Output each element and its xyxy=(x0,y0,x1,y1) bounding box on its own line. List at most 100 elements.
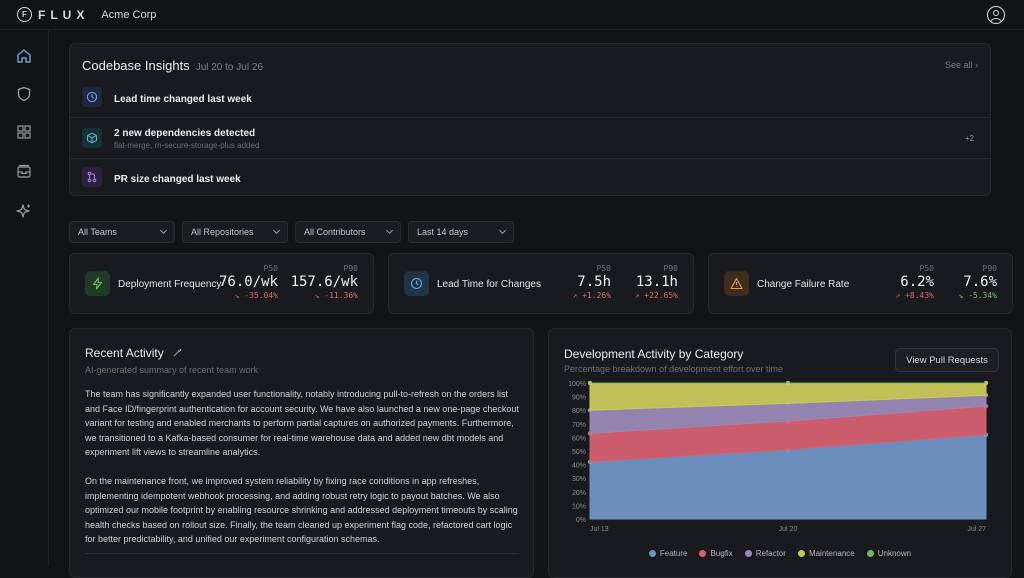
p90-delta-value: -5.34% xyxy=(968,291,997,300)
grid-icon[interactable] xyxy=(13,121,35,143)
insight-more-count[interactable]: +2 xyxy=(964,134,974,143)
warning-icon xyxy=(724,271,749,296)
insight-subtext: flat-merge, rn-secure-storage-plus added xyxy=(114,141,260,150)
see-all-link[interactable]: See all › xyxy=(944,60,978,70)
y-tick-label: 100% xyxy=(568,381,586,388)
y-tick-label: 30% xyxy=(572,476,586,483)
y-tick-label: 60% xyxy=(572,435,586,442)
org-name[interactable]: Acme Corp xyxy=(101,8,157,21)
legend-swatch xyxy=(866,550,874,557)
p50-delta: ↗ +8.43% xyxy=(895,291,934,300)
metric-name: Deployment Frequency xyxy=(118,279,222,290)
legend-item-refactor[interactable]: Refactor xyxy=(744,549,786,558)
metric-card-lead-time[interactable]: Lead Time for Changes P50 7.5h ↗ +1.26% … xyxy=(388,253,694,314)
repositories-filter-value: All Repositories xyxy=(191,227,254,237)
legend-item-maintenance[interactable]: Maintenance xyxy=(797,549,855,558)
y-tick-label: 90% xyxy=(572,395,586,402)
legend-item-bugfix[interactable]: Bugfix xyxy=(699,549,733,558)
p50-label: P50 xyxy=(919,264,934,273)
y-tick-label: 20% xyxy=(572,490,586,497)
metric-card-deployment-frequency[interactable]: Deployment Frequency P50 76.0/wk ↘ -35.0… xyxy=(69,253,374,314)
view-pull-requests-button[interactable]: View Pull Requests xyxy=(895,348,999,372)
chevron-down-icon xyxy=(159,226,168,235)
x-tick-label: Jul 27 xyxy=(967,526,986,533)
clock-icon xyxy=(82,87,102,107)
insight-row[interactable]: PR size changed last week xyxy=(70,158,990,196)
p90-delta: ↘ -5.34% xyxy=(958,291,997,300)
p90-delta-value: -11.36% xyxy=(324,291,358,300)
insight-text: PR size changed last week xyxy=(114,174,241,185)
insight-text: 2 new dependencies detected xyxy=(114,128,256,139)
logo[interactable]: F FLUX xyxy=(17,7,89,22)
chart-legend: Feature Bugfix Refactor Maintenance Unknown xyxy=(549,549,1011,558)
legend-swatch xyxy=(744,550,752,557)
legend-swatch xyxy=(699,550,707,557)
clock-icon xyxy=(404,271,429,296)
metric-name: Lead Time for Changes xyxy=(437,279,541,290)
sparkle-icon[interactable] xyxy=(13,200,35,222)
metric-p50: P50 6.2% ↗ +8.43% xyxy=(895,264,934,300)
p50-delta-value: -35.04% xyxy=(244,291,278,300)
top-bar: F FLUX Acme Corp xyxy=(0,0,1024,30)
legend-label: Unknown xyxy=(877,549,912,558)
p50-value: 6.2% xyxy=(900,274,934,290)
legend-item-feature[interactable]: Feature xyxy=(648,549,687,558)
p90-value: 157.6/wk xyxy=(290,274,358,290)
metric-p50: P50 76.0/wk ↘ -35.04% xyxy=(219,264,278,300)
p90-label: P90 xyxy=(343,264,358,273)
insight-row[interactable]: 2 new dependencies detected flat-merge, … xyxy=(70,117,990,158)
legend-swatch xyxy=(797,550,805,557)
bolt-icon xyxy=(85,271,110,296)
git-pr-icon xyxy=(82,167,102,187)
p90-value: 13.1h xyxy=(635,274,678,290)
metric-card-change-failure-rate[interactable]: Change Failure Rate P50 6.2% ↗ +8.43% P9… xyxy=(708,253,1013,314)
insight-row[interactable]: Lead time changed last week xyxy=(70,79,990,117)
development-activity-chart: 0% 10% 20% 30% 40% 50% 60% 70% 80% 90% 100% Jul 13 J… xyxy=(568,380,989,533)
teams-filter[interactable]: All Teams xyxy=(69,221,175,243)
p50-delta-value: +1.26% xyxy=(582,291,611,300)
legend-label: Maintenance xyxy=(808,549,855,558)
repositories-filter[interactable]: All Repositories xyxy=(182,221,288,243)
recent-activity-title: Recent Activity xyxy=(85,346,164,360)
p90-value: 7.6% xyxy=(963,274,997,290)
legend-item-unknown[interactable]: Unknown xyxy=(866,549,912,558)
sidebar xyxy=(0,30,49,566)
summary-paragraph: The team has significantly expanded user… xyxy=(85,389,519,457)
brand-name: FLUX xyxy=(38,7,90,22)
p90-label: P90 xyxy=(663,264,678,273)
date-range-filter-value: Last 14 days xyxy=(417,227,469,237)
x-tick-label: Jul 13 xyxy=(590,526,609,533)
flux-logo-icon: F xyxy=(17,7,32,22)
codebase-insights-card: Codebase Insights Jul 20 to Jul 26 See a… xyxy=(69,43,991,196)
home-icon[interactable] xyxy=(13,45,35,67)
inbox-icon[interactable] xyxy=(13,160,35,182)
insight-text: Lead time changed last week xyxy=(114,94,252,105)
metric-name: Change Failure Rate xyxy=(757,279,850,290)
chart-title: Development Activity by Category xyxy=(564,347,744,361)
y-tick-label: 40% xyxy=(572,463,586,470)
metric-p90: P90 13.1h ↗ +22.65% xyxy=(635,264,678,300)
cube-icon xyxy=(82,128,102,148)
legend-label: Bugfix xyxy=(710,549,733,558)
y-tick-label: 80% xyxy=(572,408,586,415)
p90-delta: ↘ -11.36% xyxy=(314,291,358,300)
date-range-filter[interactable]: Last 14 days xyxy=(408,221,514,243)
user-circle-icon[interactable] xyxy=(987,6,1005,24)
legend-swatch xyxy=(648,550,656,557)
p50-delta-value: +8.43% xyxy=(905,291,934,300)
development-activity-card: Development Activity by Category Percent… xyxy=(548,328,1012,578)
insights-title: Codebase Insights xyxy=(82,58,190,73)
p50-delta: ↘ -35.04% xyxy=(234,291,278,300)
y-tick-label: 0% xyxy=(576,517,586,524)
recent-activity-subtitle: AI-generated summary of recent team work xyxy=(85,365,259,375)
p90-label: P90 xyxy=(982,264,997,273)
contributors-filter[interactable]: All Contributors xyxy=(295,221,401,243)
metric-p50: P50 7.5h ↗ +1.26% xyxy=(572,264,611,300)
contributors-filter-value: All Contributors xyxy=(304,227,366,237)
chart-subtitle: Percentage breakdown of development effo… xyxy=(564,364,783,374)
main-content: Codebase Insights Jul 20 to Jul 26 See a… xyxy=(49,30,1024,578)
shield-icon[interactable] xyxy=(13,83,35,105)
recent-activity-heading: Recent Activity xyxy=(85,346,182,360)
legend-label: Refactor xyxy=(755,549,786,558)
metric-p90: P90 157.6/wk ↘ -11.36% xyxy=(291,264,358,300)
